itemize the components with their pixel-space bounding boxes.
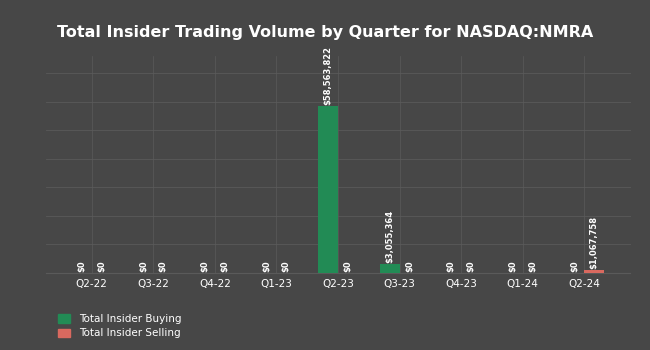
Text: $0: $0 — [405, 260, 414, 272]
Bar — [318, 106, 338, 273]
Text: $0: $0 — [570, 260, 579, 272]
Text: $0: $0 — [97, 260, 106, 272]
Text: $0: $0 — [343, 260, 352, 272]
Text: $0: $0 — [139, 260, 148, 272]
Text: $0: $0 — [262, 260, 271, 272]
Bar — [380, 264, 400, 273]
Text: $58,563,822: $58,563,822 — [324, 46, 333, 105]
Text: $0: $0 — [220, 260, 229, 272]
Text: $0: $0 — [201, 260, 209, 272]
Text: $0: $0 — [282, 260, 291, 272]
Bar — [584, 270, 604, 273]
Text: $0: $0 — [528, 260, 537, 272]
Text: $0: $0 — [159, 260, 168, 272]
Text: $0: $0 — [467, 260, 475, 272]
Text: $0: $0 — [508, 260, 517, 272]
Text: $3,055,364: $3,055,364 — [385, 210, 394, 264]
Text: $0: $0 — [447, 260, 456, 272]
Text: Total Insider Trading Volume by Quarter for NASDAQ:NMRA: Total Insider Trading Volume by Quarter … — [57, 25, 593, 40]
Text: $1,067,758: $1,067,758 — [590, 216, 599, 269]
Legend: Total Insider Buying, Total Insider Selling: Total Insider Buying, Total Insider Sell… — [58, 314, 181, 338]
Text: $0: $0 — [77, 260, 86, 272]
